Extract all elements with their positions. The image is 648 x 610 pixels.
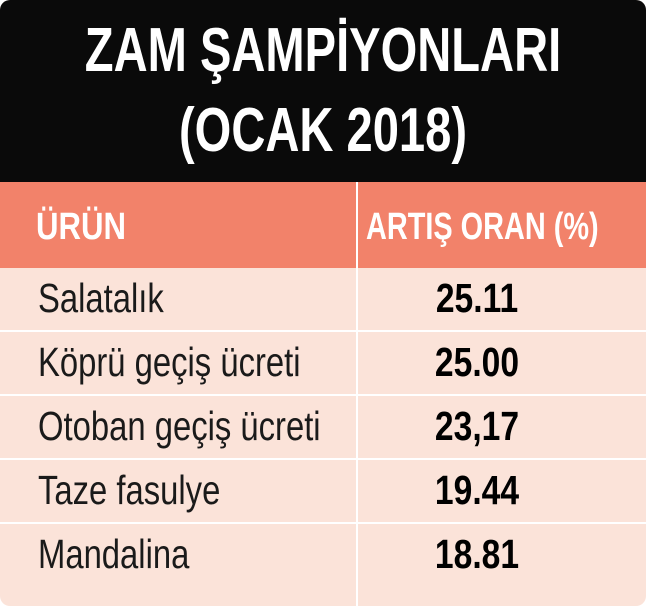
table-row: Mandalina 18.81 [0,522,646,586]
table-row: Taze fasulye 19.44 [0,458,646,522]
product-cell: Taze fasulye [38,467,221,513]
chart-title: ZAM ŞAMPİYONLARI [84,16,562,85]
column-header-row: ÜRÜN ARTIŞ ORAN (%) [0,182,646,268]
product-cell: Otoban geçiş ücreti [38,403,321,449]
rate-cell: 18.81 [434,531,520,577]
product-cell: Köprü geçiş ücreti [38,339,301,385]
table-row: Otoban geçiş ücreti 23,17 [0,394,646,458]
column-header-rate: ARTIŞ ORAN (%) [366,206,599,248]
table-row: Salatalık 25.11 [0,268,646,330]
column-header-product: ÜRÜN [36,206,127,248]
table-row: Köprü geçiş ücreti 25.00 [0,330,646,394]
chart-subtitle: (OCAK 2018) [178,96,468,165]
column-divider [356,182,358,606]
table-body: Salatalık 25.11 Köprü geçiş ücreti 25.00… [0,268,646,586]
product-cell: Mandalina [38,531,190,577]
product-cell: Salatalık [38,275,164,321]
rate-cell: 19.44 [434,467,520,513]
rate-cell: 25.00 [434,339,520,385]
rate-cell: 23,17 [434,403,520,449]
title-banner: ZAM ŞAMPİYONLARI (OCAK 2018) [0,0,646,182]
rate-cell: 25.11 [435,275,519,321]
